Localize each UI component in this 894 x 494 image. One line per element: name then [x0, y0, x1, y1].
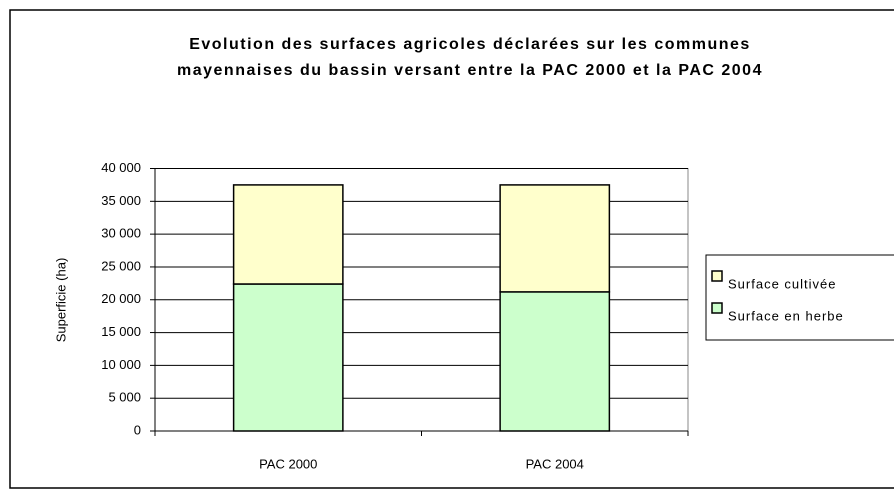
y-tick-label: 5 000 — [108, 390, 141, 405]
y-tick-label: 20 000 — [101, 291, 141, 306]
bar-segment — [499, 291, 611, 432]
y-axis-label: Superficie (ha) — [53, 258, 68, 343]
y-tick-label: 35 000 — [101, 193, 141, 208]
y-tick-label: 30 000 — [101, 226, 141, 241]
legend-swatch — [711, 270, 723, 282]
bar-segment — [499, 184, 611, 293]
legend-label: Surface cultivée — [728, 276, 837, 291]
bar-segment — [232, 184, 344, 285]
x-tick-label: PAC 2004 — [526, 456, 584, 471]
y-tick-label: 25 000 — [101, 258, 141, 273]
y-tick-label: 10 000 — [101, 357, 141, 372]
y-tick-label: 40 000 — [101, 160, 141, 175]
legend-label: Surface en herbe — [728, 308, 844, 323]
y-tick-label: 15 000 — [101, 324, 141, 339]
y-tick-label: 0 — [134, 422, 141, 437]
legend-swatch — [711, 302, 723, 314]
chart-title: Evolution des surfaces agricoles déclaré… — [177, 36, 763, 79]
bar-segment — [232, 283, 344, 432]
legend-box — [705, 254, 894, 341]
x-tick-label: PAC 2000 — [259, 456, 317, 471]
frame — [9, 9, 894, 489]
